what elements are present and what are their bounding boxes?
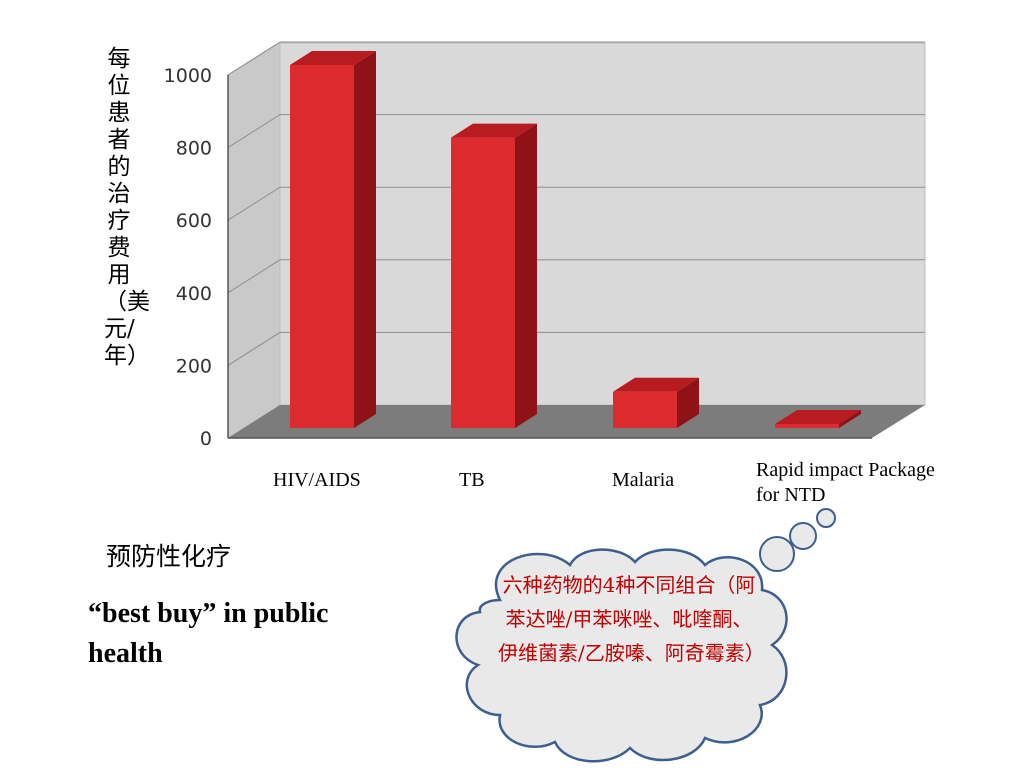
gridline [227, 331, 925, 366]
best-buy-caption: “best buy” in public health [88, 598, 329, 669]
bar-side [839, 410, 861, 428]
thought-bubble-small [816, 508, 836, 528]
bar-front [775, 424, 839, 428]
bar-malaria [613, 377, 699, 428]
category-label-ntd: Rapid impact Package for NTD [756, 459, 935, 506]
gridline [227, 259, 925, 294]
bar-rapid-impact-package-for-ntd [775, 410, 861, 428]
y-tick-label: 400 [176, 283, 212, 305]
thought-bubble-medium [789, 522, 817, 550]
y-tick-label: 1000 [164, 65, 212, 87]
bar-side [677, 377, 699, 428]
cloud-text: 六种药物的4种不同组合（阿苯达唑/甲苯咪唑、吡喹酮、伊维菌素/乙胺嗪、阿奇霉素） [498, 573, 765, 665]
bar-front [613, 391, 677, 428]
bar-front [451, 137, 515, 428]
gridline [227, 41, 925, 76]
bar-top [451, 123, 537, 138]
category-label-hiv: HIV/AIDS [273, 469, 361, 491]
category-label-malaria: Malaria [612, 469, 675, 491]
bar-side [515, 123, 537, 428]
bar-top [290, 51, 376, 65]
y-tick-label: 800 [176, 138, 212, 160]
thought-bubble-large [759, 536, 795, 572]
chemotherapy-subtitle: 预防性化疗 [106, 542, 232, 571]
chart-floor [228, 405, 925, 438]
bar-top [775, 410, 861, 424]
bar-hiv-aids [290, 51, 376, 428]
gridline [227, 114, 925, 149]
bar-side [354, 51, 376, 428]
bar-top [613, 377, 699, 392]
thought-cloud [455, 508, 836, 763]
bar-front [290, 65, 354, 428]
gridline [227, 186, 925, 221]
y-tick-label: 200 [176, 355, 212, 377]
cloud-shape [455, 548, 788, 763]
y-tick-label: 600 [176, 210, 212, 232]
y-tick-label: 0 [200, 428, 212, 450]
chart-left-wall [227, 42, 281, 439]
bar-tb [451, 123, 537, 428]
chart-back-wall [279, 42, 926, 406]
y-axis-label: 每位患者的治疗费用（美元/年） [104, 46, 150, 369]
category-label-tb: TB [459, 469, 485, 491]
